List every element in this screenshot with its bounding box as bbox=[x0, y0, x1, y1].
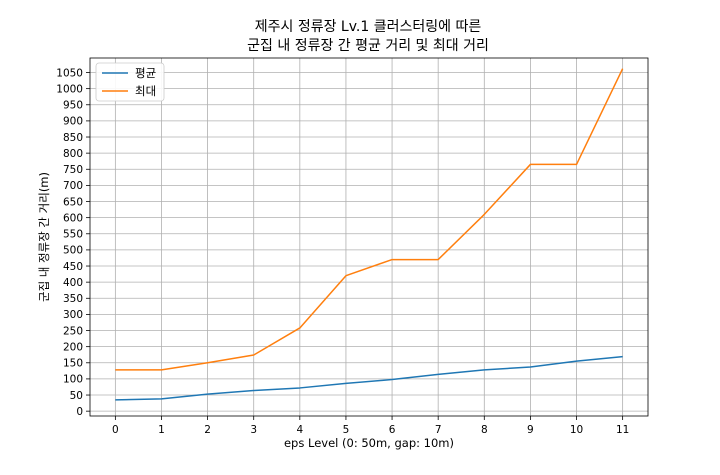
x-tick-label: 1 bbox=[158, 424, 165, 436]
y-tick-label: 550 bbox=[63, 229, 83, 241]
y-tick-label: 1050 bbox=[56, 67, 83, 79]
x-tick-label: 5 bbox=[343, 424, 350, 436]
axis-ticks: 0 1 2 3 4 5 6 7 8 9 10 11 0 50 100 150 200 250 300 350 400 45… bbox=[56, 67, 629, 436]
y-tick-label: 250 bbox=[63, 325, 83, 337]
x-tick-label: 11 bbox=[616, 424, 629, 436]
series-line-mean bbox=[115, 355, 623, 401]
x-tick-label: 10 bbox=[570, 424, 583, 436]
y-axis-label: 군집 내 정류장 간 거리(m) bbox=[37, 172, 51, 302]
y-tick-label: 0 bbox=[76, 406, 83, 418]
x-tick-label: 3 bbox=[250, 424, 257, 436]
y-tick-label: 650 bbox=[63, 196, 83, 208]
y-tick-label: 100 bbox=[63, 374, 83, 386]
x-tick-label: 8 bbox=[481, 424, 488, 436]
y-tick-label: 150 bbox=[63, 358, 83, 370]
chart-title-line-2: 군집 내 정류장 간 평균 거리 및 최대 거리 bbox=[247, 38, 489, 54]
x-tick-label: 9 bbox=[527, 424, 534, 436]
y-tick-label: 350 bbox=[63, 293, 83, 305]
y-tick-label: 200 bbox=[63, 341, 83, 353]
y-tick-label: 450 bbox=[63, 261, 83, 273]
y-tick-label: 400 bbox=[63, 277, 83, 289]
y-tick-label: 500 bbox=[63, 245, 83, 257]
x-tick-label: 7 bbox=[435, 424, 442, 436]
y-tick-label: 900 bbox=[63, 116, 83, 128]
x-axis-label: eps Level (0: 50m, gap: 10m) bbox=[284, 436, 454, 450]
x-tick-label: 0 bbox=[112, 424, 119, 436]
y-tick-label: 750 bbox=[63, 164, 83, 176]
y-tick-label: 950 bbox=[63, 100, 83, 112]
series-line-max bbox=[115, 68, 624, 371]
y-tick-label: 1000 bbox=[56, 83, 83, 95]
y-tick-label: 600 bbox=[63, 212, 83, 224]
grid-lines bbox=[90, 58, 648, 416]
legend: 평균 최대 bbox=[95, 62, 165, 102]
legend-label-max: 최대 bbox=[135, 84, 156, 98]
y-tick-label: 300 bbox=[63, 309, 83, 321]
chart-title-line-1: 제주시 정류장 Lv.1 클러스터링에 따른 bbox=[255, 19, 482, 35]
plot-frame bbox=[89, 57, 649, 417]
y-tick-label: 850 bbox=[63, 132, 83, 144]
y-tick-label: 800 bbox=[63, 148, 83, 160]
y-tick-label: 50 bbox=[70, 390, 83, 402]
x-tick-label: 2 bbox=[204, 424, 211, 436]
x-tick-label: 4 bbox=[296, 424, 303, 436]
series-layer bbox=[115, 68, 624, 401]
legend-label-mean: 평균 bbox=[135, 66, 156, 80]
x-tick-label: 6 bbox=[389, 424, 396, 436]
y-tick-label: 700 bbox=[63, 180, 83, 192]
